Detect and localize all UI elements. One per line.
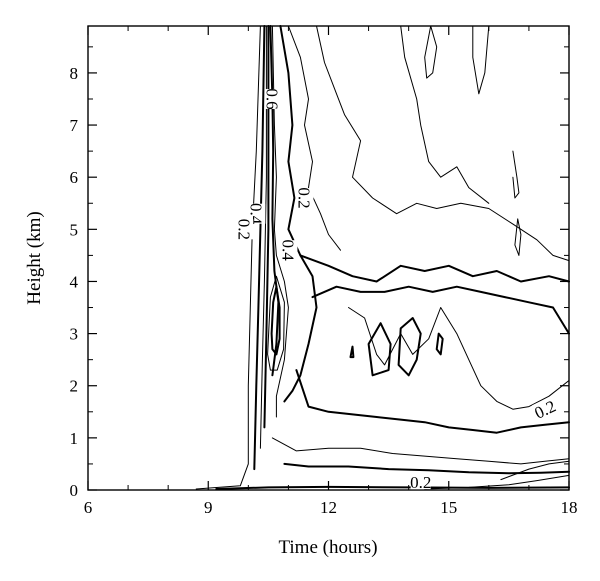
contour-10 [295, 369, 570, 434]
y-tick-label: 5 [70, 220, 79, 239]
contour-16 [512, 150, 520, 199]
contour-15 [400, 25, 490, 204]
contour-7 [287, 25, 341, 251]
contour-1 [253, 25, 266, 471]
contour-17 [472, 25, 490, 95]
contour-lines [195, 25, 570, 490]
contour-11 [271, 437, 570, 465]
contour-8 [299, 254, 570, 283]
contour-9 [311, 285, 570, 335]
x-axis-ticks: 6 9 12 15 18 [84, 26, 578, 517]
x-tick-label: 12 [320, 498, 337, 517]
y-axis-ticks: 0 1 2 3 4 5 6 7 8 [70, 46, 569, 500]
contour-label: 0.2 [532, 397, 559, 423]
y-tick-label: 6 [70, 168, 79, 187]
contour-label-bg [237, 219, 254, 240]
closed-contour-2 [349, 345, 355, 359]
contour-14 [316, 25, 570, 262]
contour-label-bg [249, 203, 266, 224]
y-tick-label: 8 [70, 64, 79, 83]
closed-contour-1 [267, 275, 285, 371]
y-tick-label: 3 [70, 325, 79, 344]
contour-label-bg [532, 396, 557, 420]
closed-contour-5 [435, 332, 444, 356]
x-tick-label: 15 [440, 498, 457, 517]
contour-label: 0.2 [294, 187, 313, 208]
contour-label: 0.6 [262, 88, 281, 109]
y-tick-label: 4 [70, 272, 79, 291]
contour-19 [215, 485, 570, 490]
y-tick-label: 0 [70, 481, 79, 500]
contour-20 [500, 460, 570, 481]
closed-contour-6 [424, 25, 438, 79]
closed-contour-7 [514, 218, 522, 256]
contour-label: 0.2 [410, 473, 431, 492]
contour-4 [271, 25, 289, 418]
plot-frame [87, 25, 570, 491]
contour-13 [348, 307, 570, 410]
contour-label-bg [265, 88, 282, 109]
contour-2 [259, 25, 267, 449]
x-tick-label: 18 [561, 498, 578, 517]
y-tick-label: 1 [70, 429, 79, 448]
closed-contour-4 [397, 317, 422, 377]
contour-label-bg [297, 188, 314, 209]
contour-3 [263, 25, 270, 429]
closed-contour-0 [270, 285, 281, 356]
contour-label: 0.4 [278, 240, 297, 262]
contour-12 [283, 462, 570, 475]
contour-label-bg [281, 240, 298, 261]
x-tick-label: 6 [84, 498, 93, 517]
y-tick-label: 2 [70, 377, 79, 396]
closed-contour-3 [367, 322, 392, 377]
x-axis-label: Time (hours) [278, 537, 377, 558]
contour-0 [195, 25, 261, 490]
contour-label-bg [410, 473, 431, 490]
y-axis-label: Height (km) [24, 211, 45, 304]
x-tick-label: 9 [204, 498, 213, 517]
y-tick-label: 7 [70, 116, 79, 135]
contour-label: 0.2 [234, 219, 253, 240]
